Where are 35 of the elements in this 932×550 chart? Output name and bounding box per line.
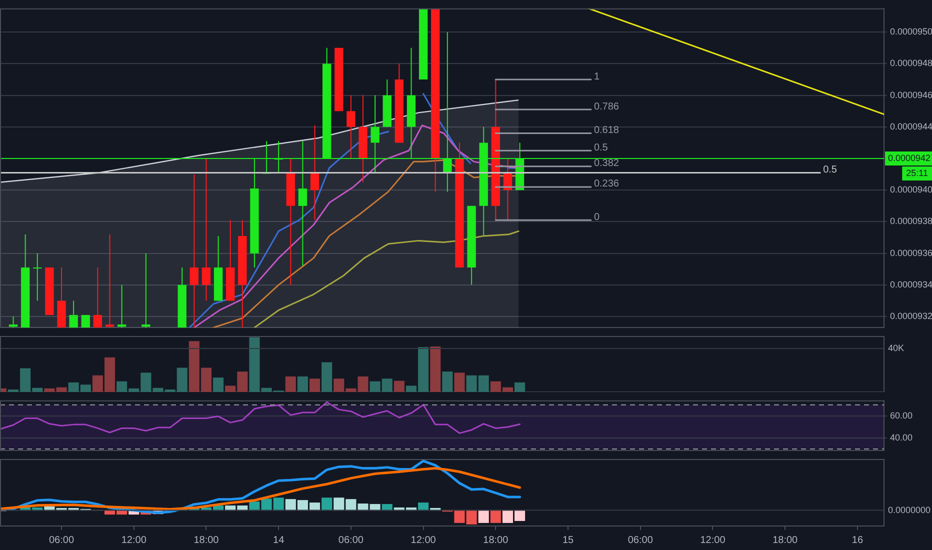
x-tick-label: 12:00: [410, 534, 436, 546]
text: 25:11: [906, 168, 928, 178]
ref-line-label: 0.0000942: [888, 153, 931, 164]
x-tick-label: 18:00: [483, 534, 509, 546]
y-tick-label: 0.0000932: [890, 311, 932, 322]
x-tick-label: 06:00: [628, 534, 654, 546]
y-tick-label: 0.0000938: [890, 216, 932, 226]
y-tick-label: 0.0000940: [890, 184, 932, 195]
y-tick-label: 0.0000934: [890, 279, 932, 290]
x-tick-label: 18:00: [772, 534, 798, 546]
ref-line-label: 0.0000000: [888, 504, 931, 515]
y-tick-label: 0.0000936: [890, 248, 932, 258]
y-tick-label: 0.0000950: [890, 26, 932, 37]
series-label: 0.236: [594, 178, 620, 190]
x-tick-label: 06:00: [48, 534, 74, 546]
series-label: 0.5: [823, 164, 838, 176]
x-tick-label: 06:00: [338, 534, 364, 546]
series-label: 0.382: [594, 158, 620, 170]
y-tick-label: 40.00: [890, 432, 913, 442]
ref-line-label: 40K: [888, 342, 904, 353]
x-tick-label: 12:00: [700, 534, 726, 546]
x-tick-label: 15: [562, 534, 574, 546]
series-label: 0.786: [594, 101, 620, 112]
series-label: 1: [594, 71, 600, 82]
y-tick-label: 0.0000944: [890, 121, 932, 132]
x-tick-label: 14: [273, 534, 285, 546]
y-tick-label: 60.00: [890, 410, 913, 420]
y-tick-label: 0.0000948: [890, 58, 932, 68]
x-tick-label: 16: [852, 534, 864, 546]
series-label: 0: [594, 212, 600, 223]
x-tick-label: 12:00: [121, 534, 147, 546]
series-label: 0.5: [594, 142, 608, 154]
x-tick-label: 18:00: [194, 534, 220, 546]
series-label: 0.618: [594, 124, 620, 136]
y-tick-label: 0.0000946: [890, 90, 932, 100]
